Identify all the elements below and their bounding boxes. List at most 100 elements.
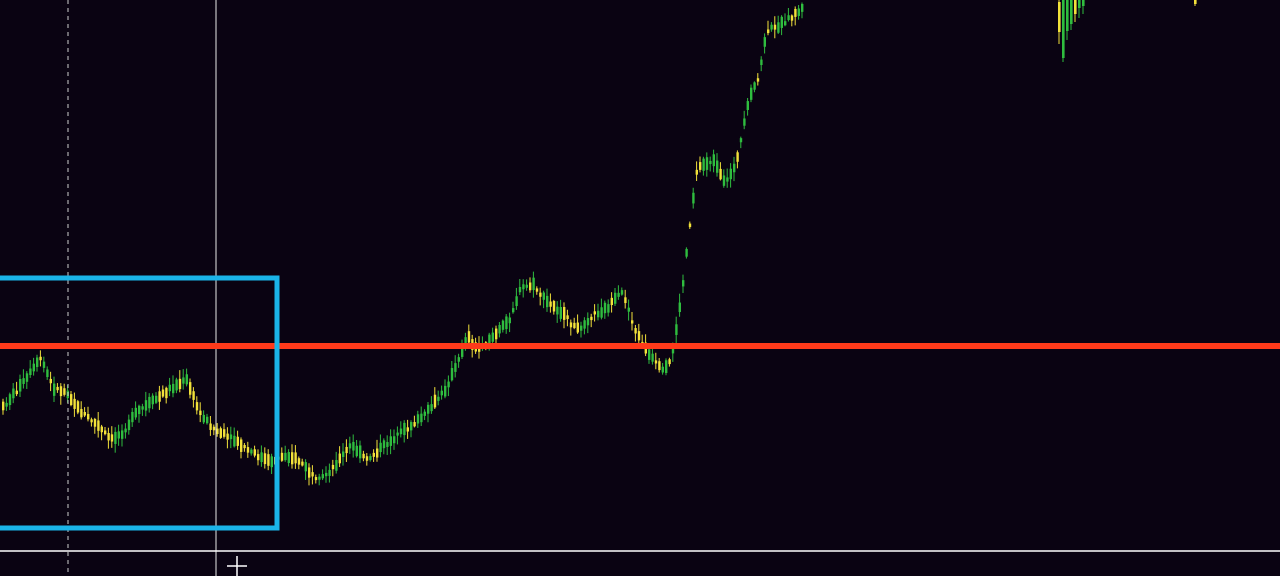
- candle-body: [597, 310, 600, 318]
- candle-body: [631, 320, 634, 324]
- candle-body: [1078, 0, 1081, 8]
- candle-body: [501, 320, 505, 330]
- candle-body: [199, 410, 202, 416]
- candle-body: [209, 423, 212, 430]
- candle-body: [172, 383, 175, 394]
- candlestick-series-upper-right: [1058, 0, 1197, 62]
- candle-body: [127, 419, 131, 431]
- candle-body: [750, 87, 753, 100]
- candle-body: [467, 331, 471, 343]
- candle-body: [311, 472, 314, 477]
- candle-body: [63, 388, 66, 395]
- candle-body: [600, 307, 603, 318]
- candle-body: [712, 154, 715, 167]
- candle-body: [168, 384, 171, 392]
- candle-body: [325, 472, 328, 477]
- candle-body: [498, 325, 501, 334]
- candle-body: [5, 402, 8, 407]
- candle-body: [614, 292, 617, 304]
- candle-body: [22, 378, 25, 384]
- candle-body: [634, 328, 637, 334]
- candle-body: [784, 21, 787, 26]
- candle-body: [433, 394, 437, 408]
- candle-body: [83, 412, 86, 416]
- candle-body: [637, 331, 641, 341]
- candle-body: [178, 378, 182, 390]
- candle-body: [379, 442, 382, 453]
- candle-body: [549, 301, 552, 307]
- candle-body: [345, 446, 348, 454]
- candle-body: [243, 445, 246, 449]
- candle-body: [382, 440, 386, 449]
- candle-body: [321, 474, 324, 479]
- candle-body: [291, 452, 294, 465]
- candle-body: [1194, 0, 1197, 4]
- candle-body: [1070, 0, 1073, 24]
- candle-body: [760, 59, 763, 66]
- candle-body: [46, 369, 49, 378]
- candle-body: [753, 82, 756, 90]
- candle-body: [580, 325, 583, 331]
- candle-body: [90, 419, 93, 423]
- candle-body: [2, 401, 5, 411]
- candle-body: [440, 390, 443, 396]
- candle-body: [678, 302, 681, 313]
- candle-body: [253, 449, 256, 456]
- candle-body: [134, 407, 137, 418]
- candle-body: [447, 381, 450, 388]
- candle-body: [709, 160, 712, 165]
- candle-body: [461, 346, 464, 357]
- candle-body: [756, 78, 760, 82]
- candle-body: [318, 476, 321, 480]
- candle-body: [743, 118, 746, 126]
- candle-body: [236, 436, 239, 446]
- candle-body: [314, 477, 318, 481]
- candle-body: [138, 405, 141, 415]
- candle-body: [294, 452, 297, 464]
- candle-body: [15, 390, 18, 395]
- candle-body: [658, 361, 661, 371]
- candle-body: [702, 158, 705, 171]
- candle-body: [552, 300, 556, 312]
- candle-body: [223, 429, 226, 437]
- candle-body: [165, 387, 168, 399]
- candle-body: [444, 385, 447, 397]
- candle-body: [372, 452, 375, 457]
- candle-body: [430, 404, 433, 412]
- candle-body: [202, 414, 205, 423]
- candle-body: [488, 334, 491, 348]
- candle-body: [399, 428, 403, 435]
- candle-body: [627, 307, 630, 312]
- candle-body: [695, 169, 698, 175]
- range-box[interactable]: [0, 275, 280, 531]
- candle-body: [389, 436, 392, 446]
- candle-body: [593, 311, 596, 315]
- candle-body: [546, 295, 549, 308]
- candle-body: [297, 458, 301, 465]
- candle-body: [790, 15, 794, 21]
- candle-body: [495, 328, 498, 340]
- candle-body: [267, 454, 270, 466]
- crosshair-cursor-icon: [227, 556, 247, 576]
- candle-body: [699, 162, 702, 170]
- candle-body: [114, 431, 117, 444]
- candle-body: [1074, 0, 1077, 14]
- candle-body: [780, 16, 783, 28]
- candle-body: [746, 101, 749, 111]
- candle-body: [661, 366, 664, 373]
- candle-body: [369, 456, 372, 461]
- candle-body: [512, 308, 515, 313]
- candle-body: [270, 456, 273, 468]
- candle-body: [117, 431, 120, 439]
- candle-body: [722, 175, 726, 186]
- candle-body: [682, 280, 685, 287]
- candle-body: [423, 411, 426, 416]
- candle-body: [73, 398, 76, 409]
- candle-body: [396, 432, 399, 436]
- candle-body: [736, 152, 739, 162]
- candle-body: [121, 430, 124, 439]
- candle-body: [362, 453, 365, 459]
